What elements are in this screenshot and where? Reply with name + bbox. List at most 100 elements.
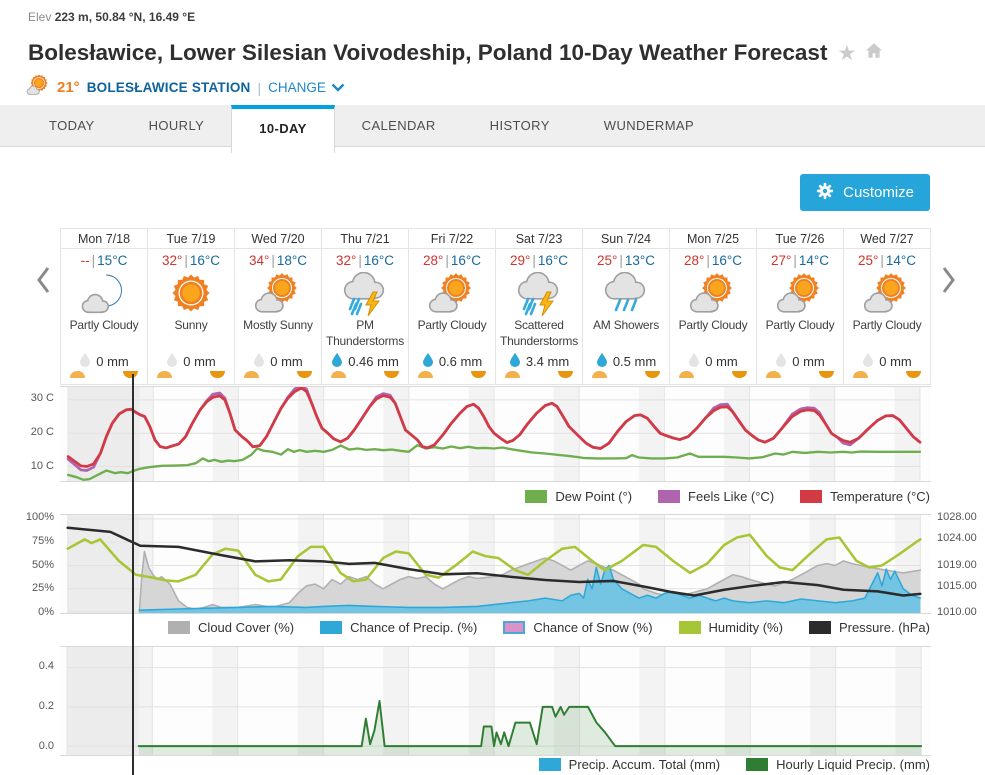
chevron-down-icon [331,83,345,92]
precip-amount: 0 mm [79,351,129,371]
tab-wundermap[interactable]: WUNDERMAP [603,118,695,133]
y-axis-tick: 100% [25,511,54,523]
sunrise-icon [853,371,868,378]
sun-times-row [583,371,669,384]
precip-value: 0 mm [270,353,303,369]
tab-history[interactable]: HISTORY [489,118,550,133]
temperature-chart[interactable] [60,386,931,482]
high-temp: 27° [770,253,792,268]
legend-swatch [503,621,526,634]
next-days-button[interactable] [939,264,959,298]
legend-swatch [658,490,681,503]
precip-amount: 0.46 mm [331,351,399,371]
forecast-tile[interactable]: Wed 7/20 34° | 18°C Mostly Sunny 0 mm [235,229,322,384]
precipitation-chart[interactable] [60,646,931,756]
sun-times-row [235,371,321,384]
forecast-tile[interactable]: Sat 7/23 29° | 16°C Scattered Thunderstorms 3… [496,229,583,384]
legend-item: Humidity (%) [678,620,783,635]
tab-calendar[interactable]: CALENDAR [361,118,436,133]
forecast-temps: 34° | 18°C [249,249,307,271]
y-axis-tick: 75% [31,534,54,547]
tab-hourly[interactable]: HOURLY [148,118,205,133]
legend-label: Hourly Liquid Precip. (mm) [776,757,930,772]
temp-divider: | [358,253,362,268]
forecast-date: Sat 7/23 [496,229,582,249]
forecast-tile[interactable]: Mon 7/25 28° | 16°C Partly Cloudy 0 mm [670,229,757,384]
low-temp: 13°C [624,253,656,268]
legend-swatch [168,621,191,634]
home-icon[interactable] [864,41,884,65]
change-station-link[interactable]: CHANGE [268,80,345,95]
station-conditions-icon [26,74,50,101]
forecast-date: Fri 7/22 [409,229,495,249]
pressure-axis-tick: 1010.00 [937,606,977,618]
elevation-coordinates: Elev 223 m, 50.84 °N, 16.49 °E [28,10,196,24]
conditions-chart-legend: Cloud Cover (%) Chance of Precip. (%) Chan… [168,620,930,635]
pressure-axis-tick: 1028.00 [937,511,977,523]
sunrise-icon [244,371,259,378]
droplet-icon [688,352,700,370]
sunset-icon [384,371,399,378]
legend-item: Hourly Liquid Precip. (mm) [746,757,930,772]
forecast-tile[interactable]: Wed 7/27 25° | 14°C Partly Cloudy 0 mm [844,229,931,384]
precip-value: 0 mm [96,353,129,369]
y-axis-tick: 0.0 [38,740,54,752]
sun-cloud-icon [864,271,910,318]
sun-cloud-icon [777,271,823,318]
tab-today[interactable]: TODAY [49,118,95,133]
condition-label: Sunny [174,318,208,332]
temp-divider: | [880,253,884,268]
droplet-icon [79,352,91,370]
forecast-tile[interactable]: Mon 7/18 -- | 15°C Partly Cloudy 0 mm [61,229,148,384]
forecast-temps: 29° | 16°C [510,249,568,271]
sun-cloud-icon [255,271,301,318]
station-name-link[interactable]: BOLESŁAWICE STATION [86,80,251,95]
sunrise-icon [157,371,172,378]
pressure-axis-tick: 1024.00 [937,532,977,545]
forecast-date: Sun 7/24 [583,229,669,249]
sunset-icon [471,371,486,378]
forecast-temps: 28° | 16°C [684,249,742,271]
forecast-tile[interactable]: Thu 7/21 32° | 16°C PM Thunderstorms 0.46 mm [322,229,409,384]
page-title: Bolesławice, Lower Silesian Voivodeship,… [28,40,828,65]
forecast-tile[interactable]: Tue 7/26 27° | 14°C Partly Cloudy 0 mm [757,229,844,384]
temp-divider: | [91,253,96,268]
sunset-icon [297,371,312,378]
sunset-icon [732,371,747,378]
favorite-star-icon[interactable]: ★ [837,41,857,65]
low-temp: 16°C [711,253,743,268]
previous-days-button[interactable] [33,264,53,298]
sun-cloud-icon [690,271,736,318]
droplet-icon [166,352,178,370]
legend-item: Feels Like (°C) [658,489,774,504]
sunrise-icon [70,371,85,378]
customize-button[interactable]: Customize [800,174,930,211]
sun-times-row [670,371,756,384]
forecast-tile[interactable]: Sun 7/24 25° | 13°C AM Showers 0.5 mm [583,229,670,384]
high-temp: 25° [857,253,879,268]
temp-divider: | [271,253,275,268]
precip-value: 0 mm [792,353,825,369]
droplet-icon [775,352,787,370]
condition-label: Partly Cloudy [765,318,835,332]
forecast-temps: 25° | 13°C [597,249,655,271]
condition-label: Mostly Sunny [243,318,313,332]
pressure-axis-tick: 1015.00 [937,579,977,592]
droplet-icon [862,352,874,370]
conditions-chart[interactable] [60,514,931,614]
sunrise-icon [679,371,694,378]
legend-swatch [808,621,831,634]
legend-item: Temperature (°C) [800,489,930,504]
tab-10-day[interactable]: 10-DAY [231,105,335,153]
high-temp: 32° [161,253,183,268]
low-temp: 14°C [798,253,830,268]
forecast-temps: 32° | 16°C [336,249,394,271]
sunset-icon [645,371,660,378]
forecast-tile[interactable]: Fri 7/22 28° | 16°C Partly Cloudy 0.6 mm [409,229,496,384]
forecast-temps: 27° | 14°C [771,249,829,271]
legend-label: Dew Point (°) [555,489,633,504]
y-axis-tick: 25% [31,582,54,595]
forecast-date: Tue 7/26 [757,229,843,249]
sun-times-row [496,371,582,384]
forecast-tile[interactable]: Tue 7/19 32° | 16°C Sunny 0 mm [148,229,235,384]
